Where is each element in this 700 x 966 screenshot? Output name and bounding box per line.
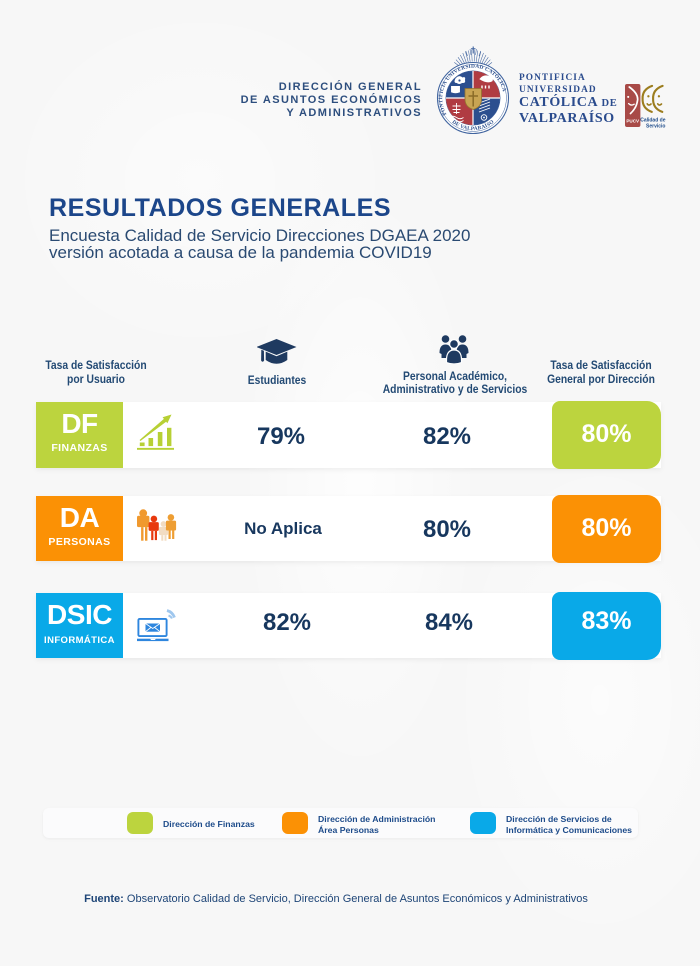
svg-text:PUCV: PUCV: [626, 119, 640, 124]
svg-text:Servicio: Servicio: [646, 123, 665, 129]
svg-text:Calidad de: Calidad de: [640, 118, 666, 124]
